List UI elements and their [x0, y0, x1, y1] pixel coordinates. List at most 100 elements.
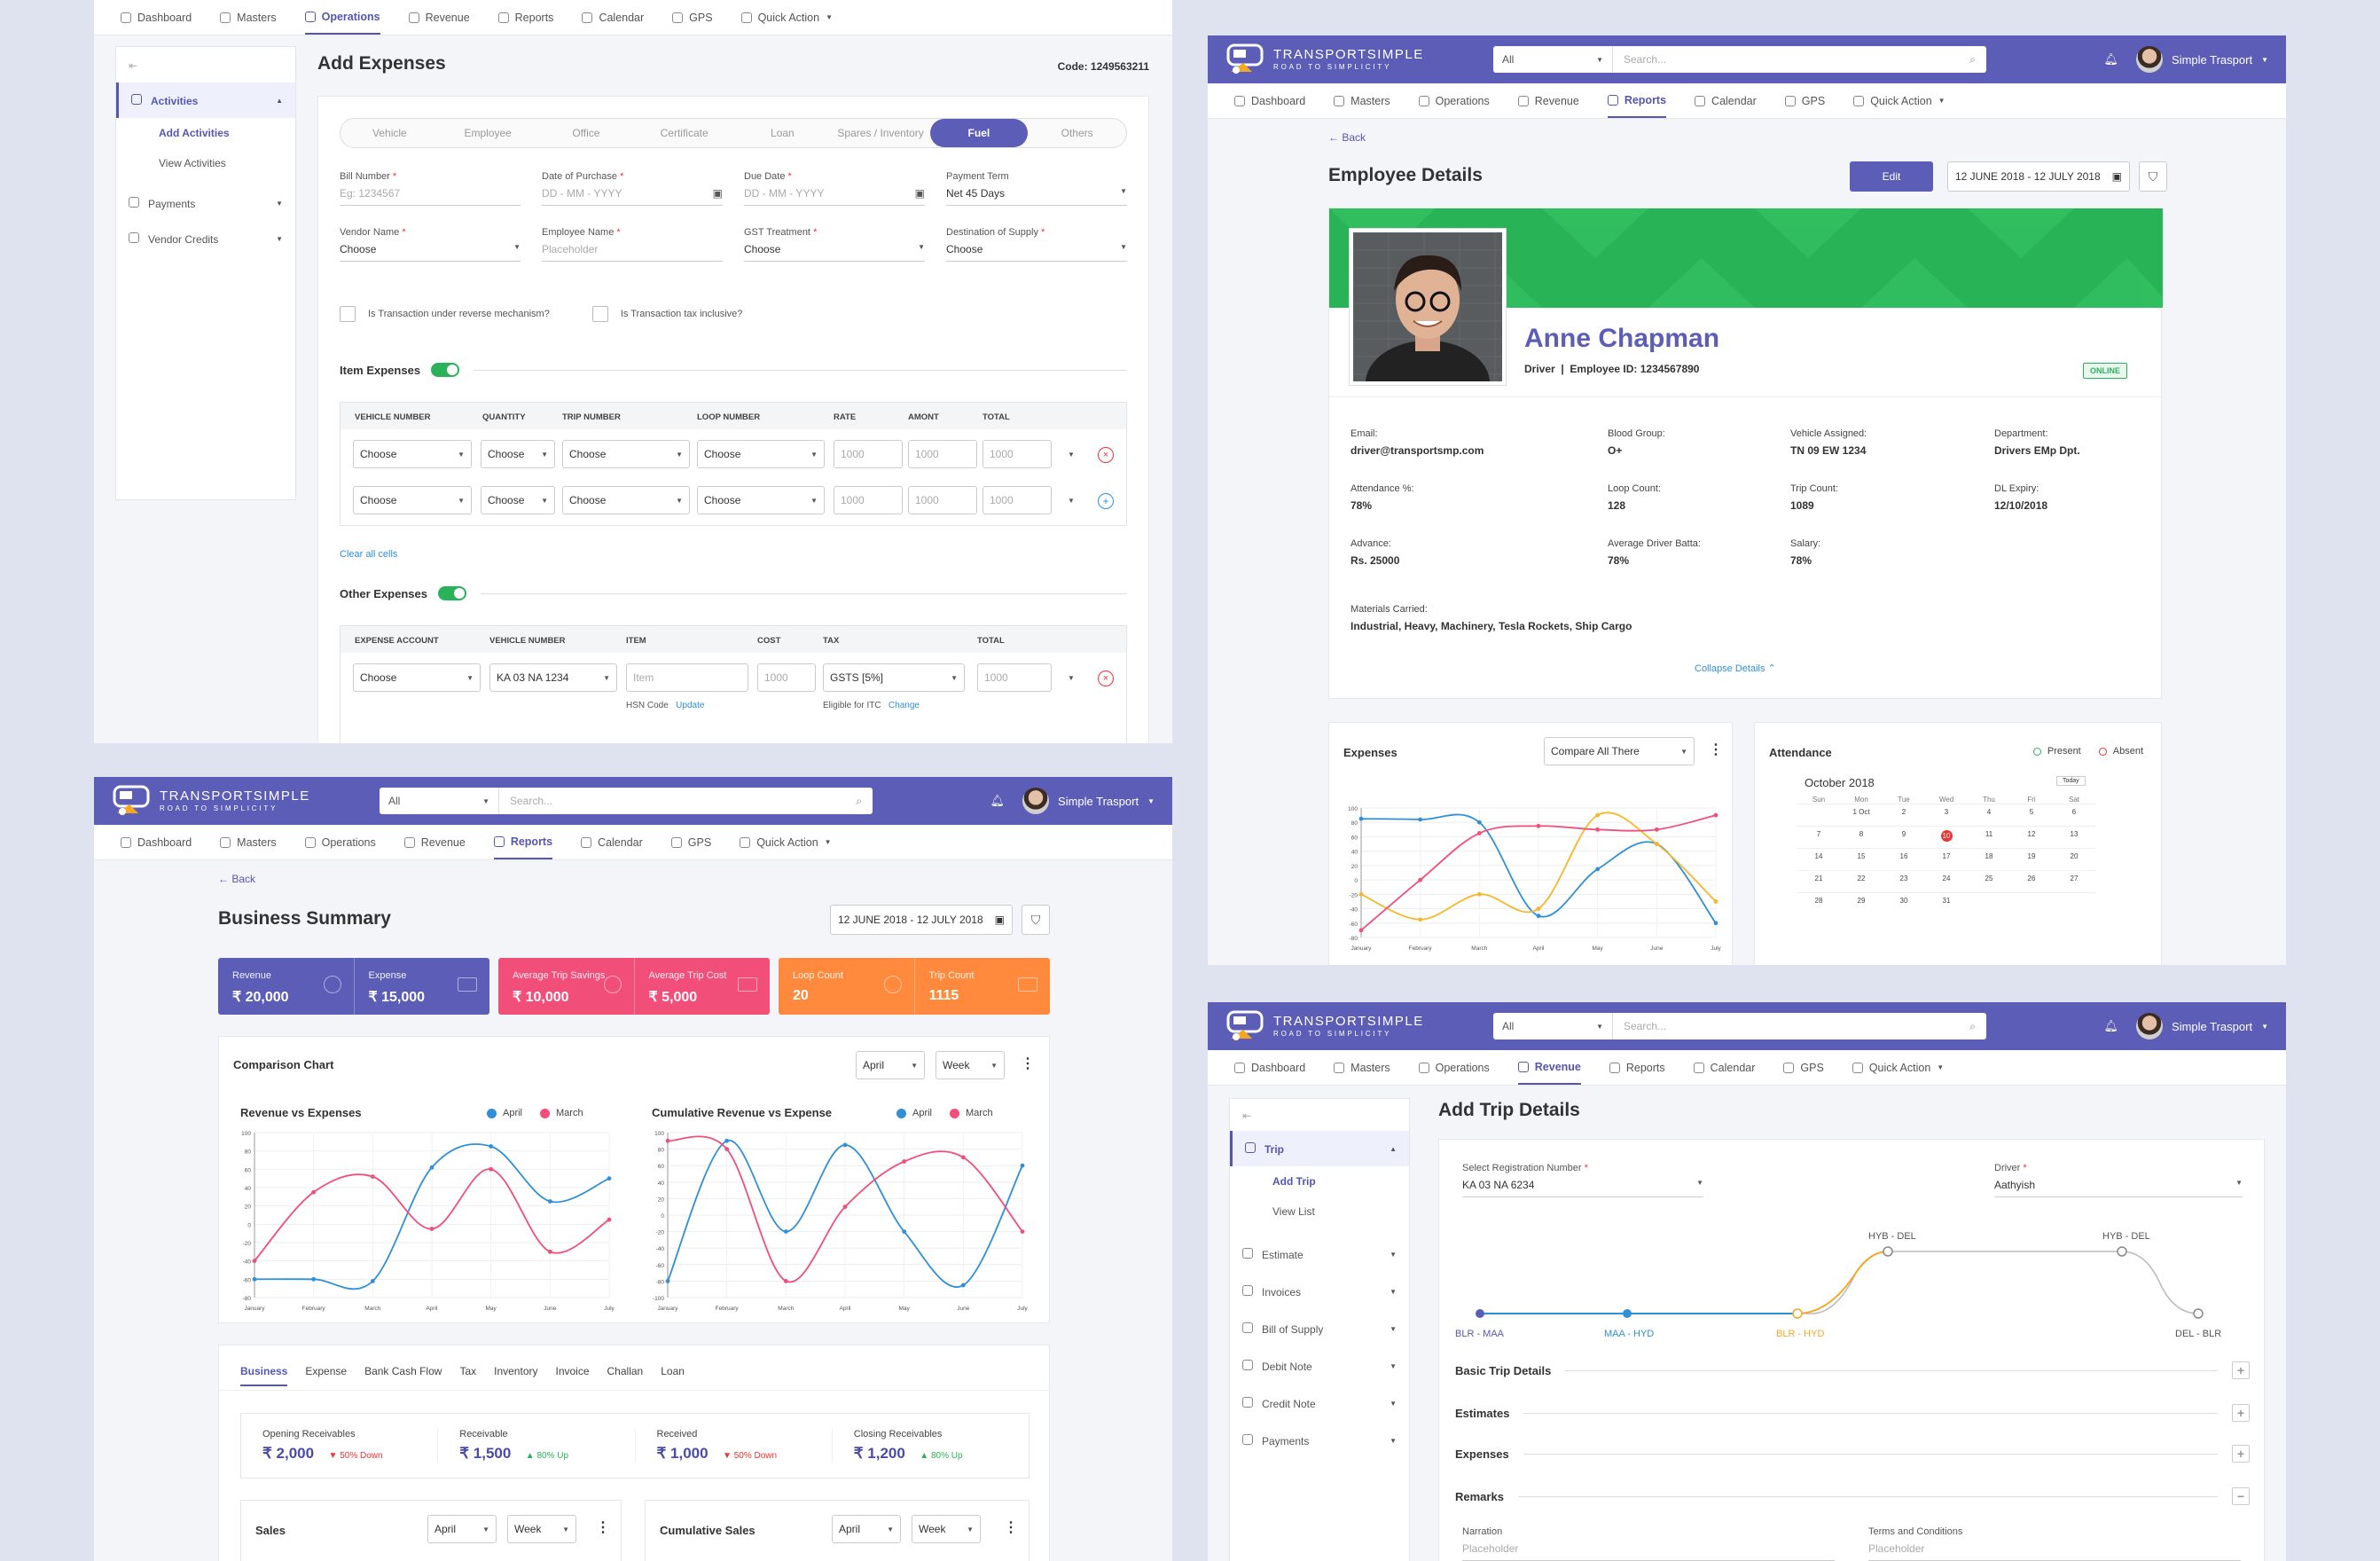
tab-employee[interactable]: Employee [464, 127, 512, 139]
employee-name-field[interactable]: Employee Name * Placeholder [542, 227, 723, 262]
period-select[interactable]: Week ▼ [912, 1515, 981, 1543]
amount-input[interactable]: 1000 [908, 486, 977, 514]
side-vendor-credits[interactable]: Vendor Credits ▼ [116, 221, 295, 256]
checkbox[interactable] [591, 306, 608, 322]
tab-office[interactable]: Office [572, 127, 600, 139]
calendar-day[interactable]: 25 [1968, 870, 2010, 893]
calendar-day[interactable]: 12 [2010, 826, 2053, 849]
collapse-icon[interactable]: ⇤ [129, 59, 138, 72]
calendar-day[interactable]: 11 [1968, 826, 2010, 849]
calendar-day[interactable]: 15 [1840, 848, 1883, 871]
amount-input[interactable]: 1000 [908, 440, 977, 468]
total-input[interactable]: 1000 [983, 440, 1052, 468]
nav-revenue[interactable]: Revenue [403, 825, 466, 859]
gst-treatment-field[interactable]: GST Treatment * Choose ▼ [744, 227, 925, 262]
tab-bank-cash-flow[interactable]: Bank Cash Flow [364, 1365, 442, 1377]
section-remarks[interactable]: Remarks − [1455, 1487, 2250, 1505]
chevron-down-icon[interactable]: ▼ [1068, 674, 1075, 682]
calendar-day[interactable]: 23 [1883, 870, 1925, 893]
side-credit-note[interactable]: Credit Note ▼ [1230, 1385, 1409, 1422]
tab-fuel[interactable]: Fuel [929, 119, 1029, 147]
date-of-purchase-field[interactable]: Date of Purchase * DD - MM - YYYY ▣ [542, 171, 723, 206]
nav-quick-action[interactable]: Quick Action ▼ [740, 0, 833, 35]
calendar-day[interactable]: 2 [1883, 804, 1925, 827]
period-select[interactable]: Week ▼ [507, 1515, 576, 1543]
bill-number-field[interactable]: Bill Number * Eg: 1234567 [340, 171, 521, 206]
calendar-day[interactable]: 27 [2053, 870, 2095, 893]
calendar-day[interactable]: 13 [2053, 826, 2095, 849]
calendar-icon[interactable]: ▣ [914, 187, 925, 200]
nav-reports[interactable]: Reports [497, 0, 553, 35]
tab-expense[interactable]: Expense [305, 1365, 348, 1377]
bell-icon[interactable]: 🔔︎ [2103, 1019, 2119, 1032]
nav-calendar[interactable]: Calendar [582, 0, 644, 35]
vehicle-number-select[interactable]: KA 03 NA 1234 ▼ [489, 663, 617, 692]
nav-dashboard[interactable]: Dashboard [121, 0, 192, 35]
nav-revenue[interactable]: Revenue [408, 0, 470, 35]
compare-select[interactable]: Compare All There ▼ [1544, 737, 1695, 765]
tab-spares[interactable]: Spares / Inventory [837, 127, 924, 139]
nav-revenue[interactable]: Revenue [1517, 83, 1579, 118]
tab-certificate[interactable]: Certificate [660, 127, 709, 139]
side-add-trip[interactable]: Add Trip [1272, 1175, 1316, 1188]
search-scope-select[interactable]: All ▼ [1493, 1013, 1613, 1039]
tab-loan[interactable]: Loan [661, 1365, 685, 1377]
brand-logo[interactable]: TRANSPORTSIMPLE ROAD TO SIMPLICITY [1225, 1008, 1493, 1044]
nav-dashboard[interactable]: Dashboard [121, 825, 192, 859]
quantity-select[interactable]: Choose ▼ [481, 486, 555, 514]
nav-quick-action[interactable]: Quick Action ▼ [740, 825, 832, 859]
calendar-day[interactable]: 24 [1925, 870, 1968, 893]
expand-icon[interactable]: + [2232, 1404, 2250, 1422]
expand-icon[interactable]: + [2232, 1445, 2250, 1463]
route-stop-icon[interactable] [1883, 1246, 1893, 1257]
nav-revenue[interactable]: Revenue [1517, 1050, 1581, 1085]
calendar-day[interactable]: 8 [1840, 826, 1883, 849]
item-expenses-toggle[interactable] [431, 363, 460, 377]
nav-calendar[interactable]: Calendar [1693, 1050, 1755, 1085]
calendar-day[interactable]: 28 [1797, 892, 1840, 915]
side-payments[interactable]: Payments ▼ [1230, 1422, 1409, 1459]
calendar-day[interactable] [1968, 892, 2010, 915]
nav-gps[interactable]: GPS [672, 0, 713, 35]
total-input[interactable]: 1000 [983, 486, 1052, 514]
cost-input[interactable]: 1000 [757, 663, 816, 692]
nav-masters[interactable]: Masters [1334, 83, 1390, 118]
item-input[interactable]: Item [626, 663, 748, 692]
destination-field[interactable]: Destination of Supply * Choose ▼ [946, 227, 1127, 262]
brand-logo[interactable]: TRANSPORTSIMPLE ROAD TO SIMPLICITY [112, 783, 380, 819]
loop-select[interactable]: Choose ▼ [697, 486, 825, 514]
checkbox[interactable] [340, 306, 356, 322]
more-icon[interactable]: ⋮ [596, 1520, 610, 1535]
tab-tax[interactable]: Tax [459, 1365, 477, 1377]
nav-masters[interactable]: Masters [220, 825, 277, 859]
back-link[interactable]: ← Back [1328, 131, 1366, 144]
side-activities[interactable]: Activities ▲ [116, 82, 295, 118]
tab-inventory[interactable]: Inventory [494, 1365, 538, 1377]
calendar-day[interactable]: 14 [1797, 848, 1840, 871]
nav-quick-action[interactable]: Quick Action ▼ [1852, 1050, 1944, 1085]
section-estimates[interactable]: Estimates + [1455, 1404, 2250, 1422]
calendar-day[interactable]: 7 [1797, 826, 1840, 849]
more-icon[interactable]: ⋮ [1021, 1056, 1035, 1071]
bell-icon[interactable]: 🔔︎ [990, 794, 1006, 807]
calendar-day[interactable]: 3 [1925, 804, 1968, 827]
other-expenses-toggle[interactable] [438, 586, 466, 600]
back-link[interactable]: ← Back [218, 873, 256, 885]
side-view-activities[interactable]: View Activities [159, 157, 226, 169]
nav-gps[interactable]: GPS [1783, 1050, 1824, 1085]
tab-loan[interactable]: Loan [771, 127, 795, 139]
route-stop-icon[interactable] [1623, 1309, 1632, 1318]
date-range-picker[interactable]: 12 JUNE 2018 - 12 JULY 2018 ▣ [1947, 161, 2130, 192]
tab-invoice[interactable]: Invoice [555, 1365, 590, 1377]
nav-gps[interactable]: GPS [1784, 83, 1825, 118]
tab-business[interactable]: Business [240, 1365, 288, 1386]
calendar-day[interactable] [2053, 892, 2095, 915]
add-row-icon[interactable]: + [1098, 493, 1114, 509]
side-debit-note[interactable]: Debit Note ▼ [1230, 1347, 1409, 1385]
nav-reports[interactable]: Reports [1609, 1050, 1665, 1085]
tab-others[interactable]: Others [1061, 127, 1093, 139]
search-icon[interactable]: ⌕ [856, 794, 862, 807]
calendar-day[interactable] [2010, 892, 2053, 915]
calendar-day[interactable]: 29 [1840, 892, 1883, 915]
terms-field[interactable]: Terms and Conditions Placeholder [1868, 1526, 2241, 1561]
